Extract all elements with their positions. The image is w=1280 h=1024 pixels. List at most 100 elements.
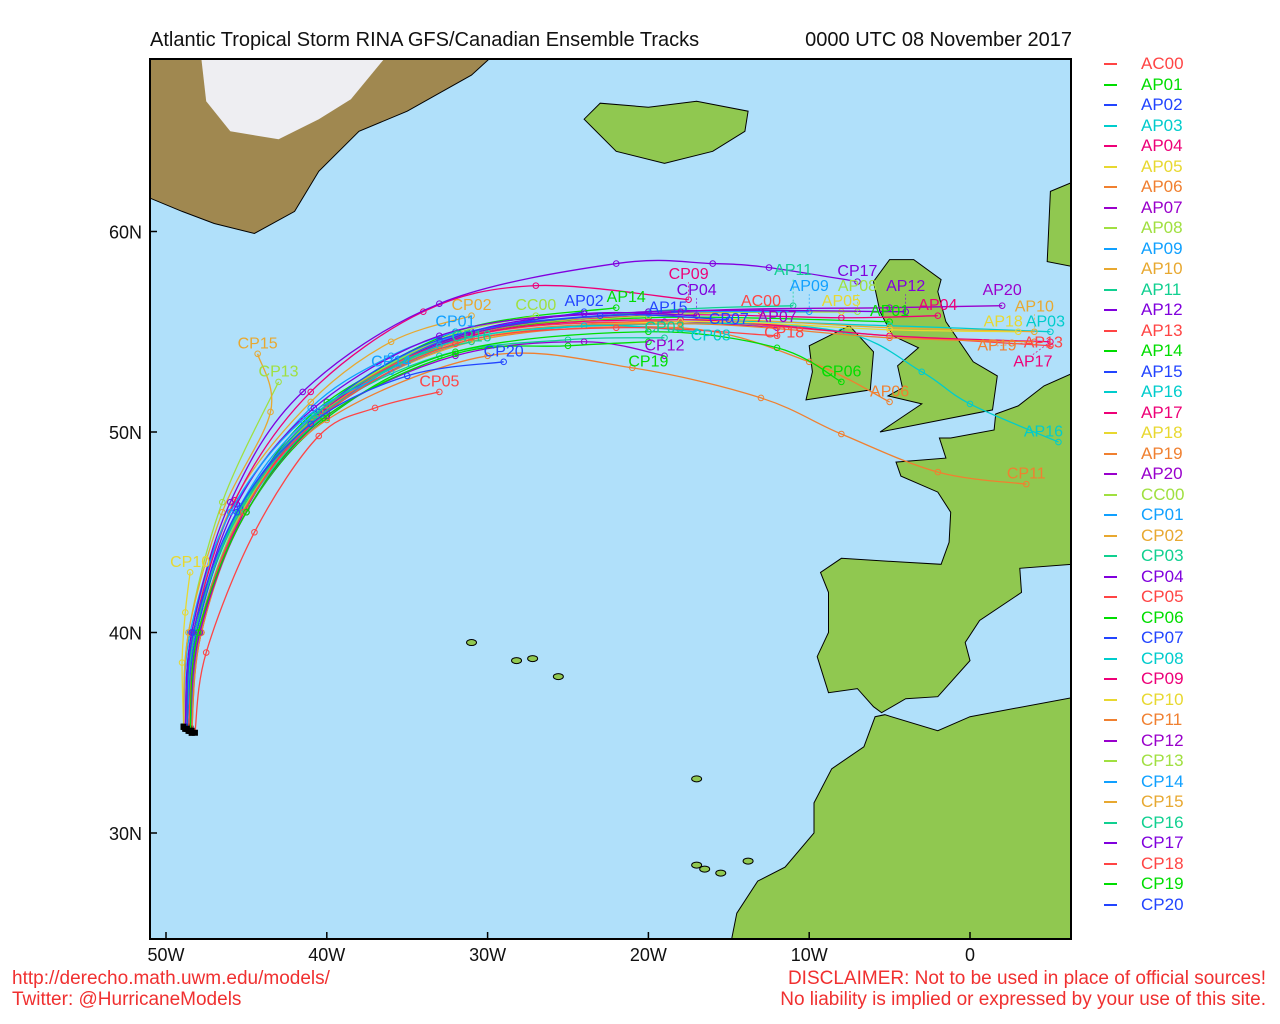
legend-swatch [1104, 186, 1117, 188]
track-label: AP01 [870, 303, 909, 320]
track-point [886, 334, 893, 342]
track-label: AP16 [1024, 424, 1063, 441]
track-point [612, 324, 620, 332]
track-point [1047, 342, 1054, 350]
legend-swatch [1104, 411, 1117, 414]
track-point [886, 322, 893, 330]
legend-swatch [1104, 596, 1117, 598]
track-point [307, 388, 315, 396]
track-point [838, 378, 845, 386]
legend-label: AP05 [1141, 156, 1183, 176]
legend-swatch [1104, 678, 1117, 680]
track-label: CP19 [628, 353, 668, 370]
track-point [227, 508, 234, 516]
track-label: AP17 [1013, 354, 1052, 371]
map-frame [149, 58, 1072, 940]
legend-label: AP15 [1141, 361, 1183, 381]
legend-label: CP18 [1141, 853, 1184, 873]
tracks-layer [178, 259, 1062, 736]
track-point [886, 398, 893, 406]
track-CP19 [189, 341, 649, 731]
legend-label: AP18 [1141, 423, 1183, 442]
island [691, 861, 703, 869]
title-storm: Atlantic Tropical Storm RINA GFS/Canadia… [150, 29, 700, 51]
land-layer [150, 59, 1071, 939]
y-tick-label: 50N [109, 423, 142, 443]
legend-label: CP16 [1141, 812, 1184, 832]
legend-swatch [1104, 432, 1117, 434]
legend-swatch [1104, 575, 1117, 578]
track-point [194, 629, 202, 636]
track-point [564, 342, 572, 350]
track-point [1031, 338, 1038, 346]
track-point [805, 358, 813, 366]
track-label: CP07 [709, 311, 749, 328]
track-label: CP13 [259, 363, 299, 380]
greenland-ice [201, 59, 385, 140]
legend-swatch [1104, 780, 1117, 783]
track-label: AP04 [918, 297, 957, 314]
track-point [202, 649, 210, 656]
track-point [371, 404, 379, 412]
legend-swatch [1104, 698, 1117, 701]
track-point [532, 312, 540, 320]
track-label: AP06 [870, 383, 909, 400]
legend-swatch [1104, 616, 1117, 619]
footer-url[interactable]: http://derecho.math.uwm.edu/models/ [12, 968, 330, 989]
track-label: AP18 [984, 313, 1023, 330]
track-point [1031, 328, 1038, 336]
legend-label: CP14 [1141, 771, 1184, 791]
track-point [886, 324, 893, 332]
track-point [838, 430, 845, 438]
x-tick-label: 20W [630, 945, 667, 965]
legend-label: AP09 [1141, 238, 1183, 258]
track-point [500, 358, 507, 366]
track-label: AP09 [790, 278, 829, 295]
track-point [275, 378, 282, 386]
legend-swatch [1104, 862, 1117, 865]
legend-label: AP17 [1141, 402, 1183, 422]
track-point [612, 304, 620, 311]
legend-label: AP11 [1141, 279, 1182, 299]
track-point [323, 416, 331, 424]
legend-label: AP14 [1141, 341, 1183, 360]
track-label: CP05 [419, 373, 459, 390]
track-point [436, 332, 443, 340]
track-label: CP06 [821, 363, 861, 380]
great-britain [872, 259, 998, 433]
track-label: AP07 [757, 309, 796, 326]
legend-swatch [1104, 821, 1117, 824]
track-point [934, 468, 942, 476]
track-label: AP11 [774, 262, 812, 279]
legend-swatch [1104, 309, 1117, 311]
legend-swatch [1104, 842, 1117, 844]
legend-label: CP11 [1141, 710, 1183, 729]
legend-label: CP17 [1141, 833, 1184, 852]
track-point [436, 300, 443, 307]
map-title: Atlantic Tropical Storm RINA GFS/Canadia… [150, 29, 1072, 53]
legend-swatch [1104, 801, 1117, 803]
legend-swatch [1104, 883, 1117, 885]
track-point [966, 400, 974, 408]
footer-disclaimer: DISCLAIMER: Not to be used in place of o… [787, 968, 1266, 989]
legend-label: AP01 [1141, 74, 1183, 94]
legend-label: AP16 [1141, 382, 1183, 401]
legend-label: CP15 [1141, 792, 1184, 811]
track-CP11 [191, 352, 1027, 733]
y-tick-label: 60N [109, 223, 142, 243]
track-label: CC00 [515, 297, 556, 314]
legend-label: CP04 [1141, 566, 1184, 586]
track-label: CP14 [371, 353, 411, 370]
track-label: CP18 [764, 324, 804, 341]
track-point [886, 304, 893, 311]
island [466, 639, 478, 647]
legend-swatch [1104, 534, 1117, 537]
legend-swatch [1104, 555, 1117, 557]
track-point [387, 338, 395, 346]
track-point [1055, 438, 1062, 446]
track-point [998, 302, 1006, 309]
track-label: AP12 [886, 278, 925, 295]
africa [731, 697, 1071, 939]
track-label: AP08 [838, 278, 877, 295]
